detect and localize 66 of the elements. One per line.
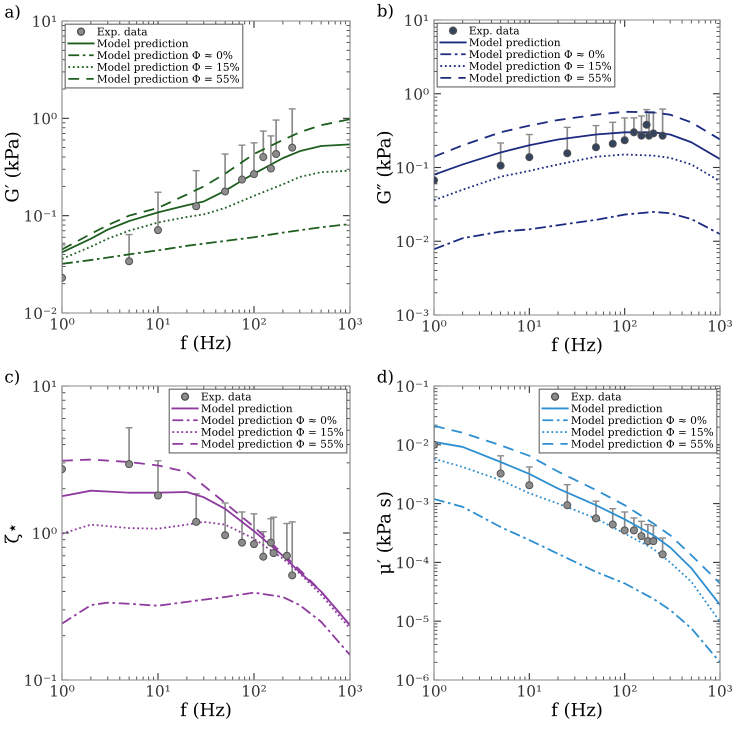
legend-label: Model prediction Φ = 55% <box>97 74 240 85</box>
x-tick-label: 10² <box>614 685 636 697</box>
y-tick-label: 10⁻⁶ <box>397 674 429 686</box>
y-tick-label: 10¹ <box>33 380 56 392</box>
x-tick-label: 10³ <box>709 685 732 697</box>
x-tick-label: 10³ <box>709 320 732 332</box>
x-axis-title: f (Hz) <box>180 702 230 719</box>
chart-title: a) <box>5 4 20 20</box>
y-tick-label: 10⁻⁴ <box>397 556 429 568</box>
x-tick-label: 10⁰ <box>51 685 74 697</box>
x-axis-title: f (Hz) <box>552 337 602 354</box>
x-tick-label: 10⁰ <box>51 318 74 330</box>
x-tick-label: 10⁰ <box>423 685 446 697</box>
y-axis-title: μ′ (kPa s) <box>376 492 394 574</box>
y-axis-title: ζ⋆ <box>4 524 22 543</box>
chart-title: b) <box>377 4 393 20</box>
chart-title: d) <box>378 370 393 386</box>
legend-label: Model prediction Φ = 55% <box>469 74 612 84</box>
x-tick-label: 10⁰ <box>423 320 446 332</box>
legend-label: Model prediction Φ = 15% <box>201 428 344 438</box>
legend-label: Exp. data <box>469 26 520 37</box>
x-tick-label: 10² <box>243 685 266 697</box>
y-tick-label: 10⁻¹ <box>25 674 56 686</box>
legend-label: Model prediction <box>97 39 188 50</box>
y-tick-label: 10⁰ <box>33 112 57 124</box>
legend-label: Model prediction Φ = 15% <box>571 428 714 438</box>
y-tick-label: 10⁻³ <box>397 309 428 322</box>
y-tick-label: 10¹ <box>405 14 428 26</box>
y-tick-label: 10⁻² <box>25 307 56 320</box>
y-tick-label: 10⁻¹ <box>397 162 428 174</box>
y-axis-title: G′ (kPa) <box>4 132 22 202</box>
y-tick-label: 10⁰ <box>405 88 429 100</box>
x-tick-label: 10² <box>243 318 266 330</box>
legend-label: Model prediction Φ = 15% <box>469 62 612 72</box>
y-tick-label: 10⁰ <box>33 527 57 540</box>
y-tick-label: 10⁻¹ <box>397 380 428 392</box>
y-tick-label: 10⁻² <box>397 236 428 248</box>
x-axis-title: f (Hz) <box>552 702 602 719</box>
legend-label: Model prediction Φ = 55% <box>201 440 344 450</box>
legend-label: Model prediction <box>571 404 662 414</box>
legend-label: Model prediction Φ = 55% <box>571 440 714 450</box>
x-tick-label: 10² <box>614 320 636 332</box>
legend-label: Model prediction Φ ≈ 0% <box>201 416 336 426</box>
y-tick-label: 10⁻⁵ <box>397 616 429 628</box>
x-tick-label: 10¹ <box>147 318 170 330</box>
legend-label: Model prediction Φ ≈ 0% <box>469 50 604 60</box>
legend-label: Model prediction Φ ≈ 0% <box>97 50 232 62</box>
legend-label: Exp. data <box>571 392 622 403</box>
legend-label: Model prediction <box>469 38 560 48</box>
legend-label: Model prediction Φ = 15% <box>97 62 240 73</box>
legend-label: Model prediction <box>201 404 292 414</box>
x-tick-label: 10³ <box>339 318 362 330</box>
y-tick-label: 10⁻³ <box>397 498 428 510</box>
x-tick-label: 10³ <box>339 685 362 697</box>
x-tick-label: 10¹ <box>518 320 541 332</box>
legend-label: Model prediction Φ ≈ 0% <box>571 416 706 426</box>
x-tick-label: 10¹ <box>518 685 541 697</box>
y-tick-label: 10⁻² <box>397 439 428 451</box>
legend-label: Exp. data <box>97 27 148 38</box>
y-tick-label: 10¹ <box>33 15 56 28</box>
legend-label: Exp. data <box>201 392 252 403</box>
x-axis-title: f (Hz) <box>180 335 230 352</box>
x-tick-label: 10¹ <box>147 685 170 697</box>
y-axis-title: G″ (kPa) <box>376 132 394 204</box>
chart-title: c) <box>5 370 19 386</box>
y-tick-label: 10⁻¹ <box>25 210 56 222</box>
